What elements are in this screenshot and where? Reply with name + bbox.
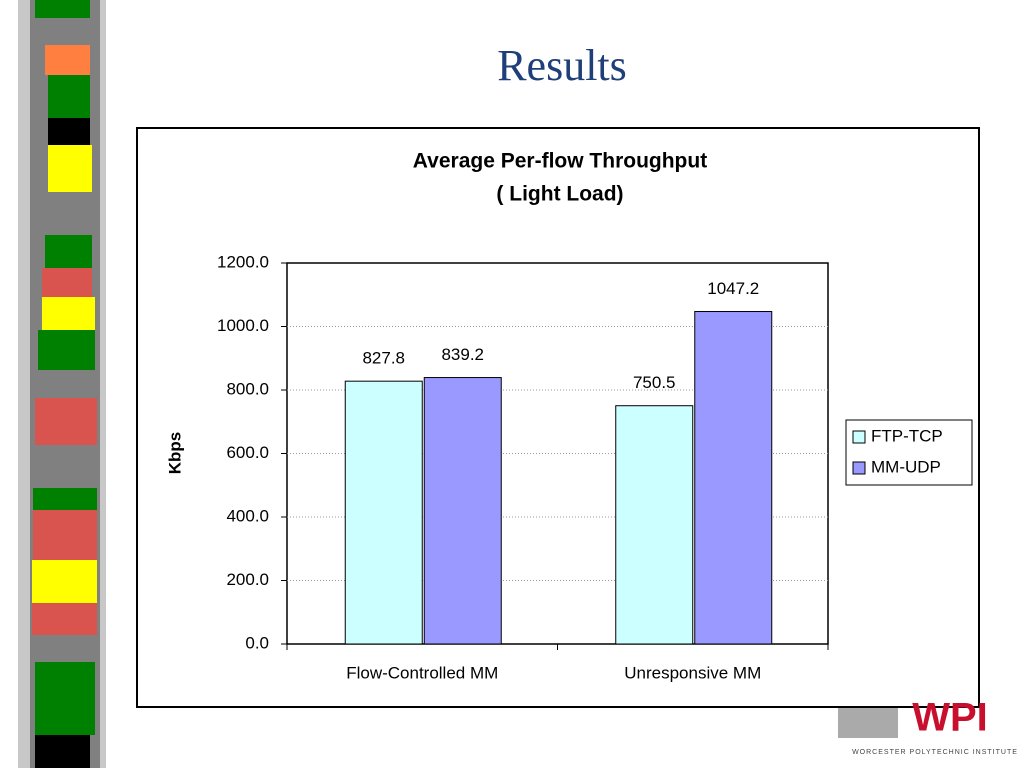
chart-title: Average Per-flow Throughput xyxy=(413,150,707,173)
logo-text: WPI xyxy=(912,696,988,740)
chart-subtitle: ( Light Load) xyxy=(496,183,623,206)
y-axis-label: Kbps xyxy=(165,432,184,475)
slide-title: Results xyxy=(497,41,627,90)
bar xyxy=(615,405,694,645)
logo-building xyxy=(838,708,898,738)
legend-label: MM-UDP xyxy=(871,457,941,476)
x-tick-label: Unresponsive MM xyxy=(624,663,761,682)
x-tick-label: Flow-Controlled MM xyxy=(346,663,498,682)
y-tick-label: 1000.0 xyxy=(217,316,269,335)
legend-swatch xyxy=(852,430,866,444)
bar xyxy=(694,311,773,645)
y-tick-label: 1200.0 xyxy=(217,252,269,271)
value-label: 839.2 xyxy=(441,345,484,364)
decorative-strip xyxy=(18,0,106,768)
legend xyxy=(845,419,973,486)
y-tick-label: 600.0 xyxy=(226,443,269,462)
y-tick-label: 0.0 xyxy=(245,633,269,652)
y-tick-label: 800.0 xyxy=(226,379,269,398)
y-tick-label: 200.0 xyxy=(226,570,269,589)
bar xyxy=(344,380,423,645)
value-label: 1047.2 xyxy=(707,279,759,298)
value-label: 827.8 xyxy=(362,349,405,368)
y-tick-label: 400.0 xyxy=(226,506,269,525)
legend-swatch xyxy=(852,461,866,475)
logo-caption: WORCESTER POLYTECHNIC INSTITUTE xyxy=(852,749,1018,756)
value-label: 750.5 xyxy=(633,373,676,392)
legend-label: FTP-TCP xyxy=(871,426,943,445)
bar xyxy=(423,377,502,645)
